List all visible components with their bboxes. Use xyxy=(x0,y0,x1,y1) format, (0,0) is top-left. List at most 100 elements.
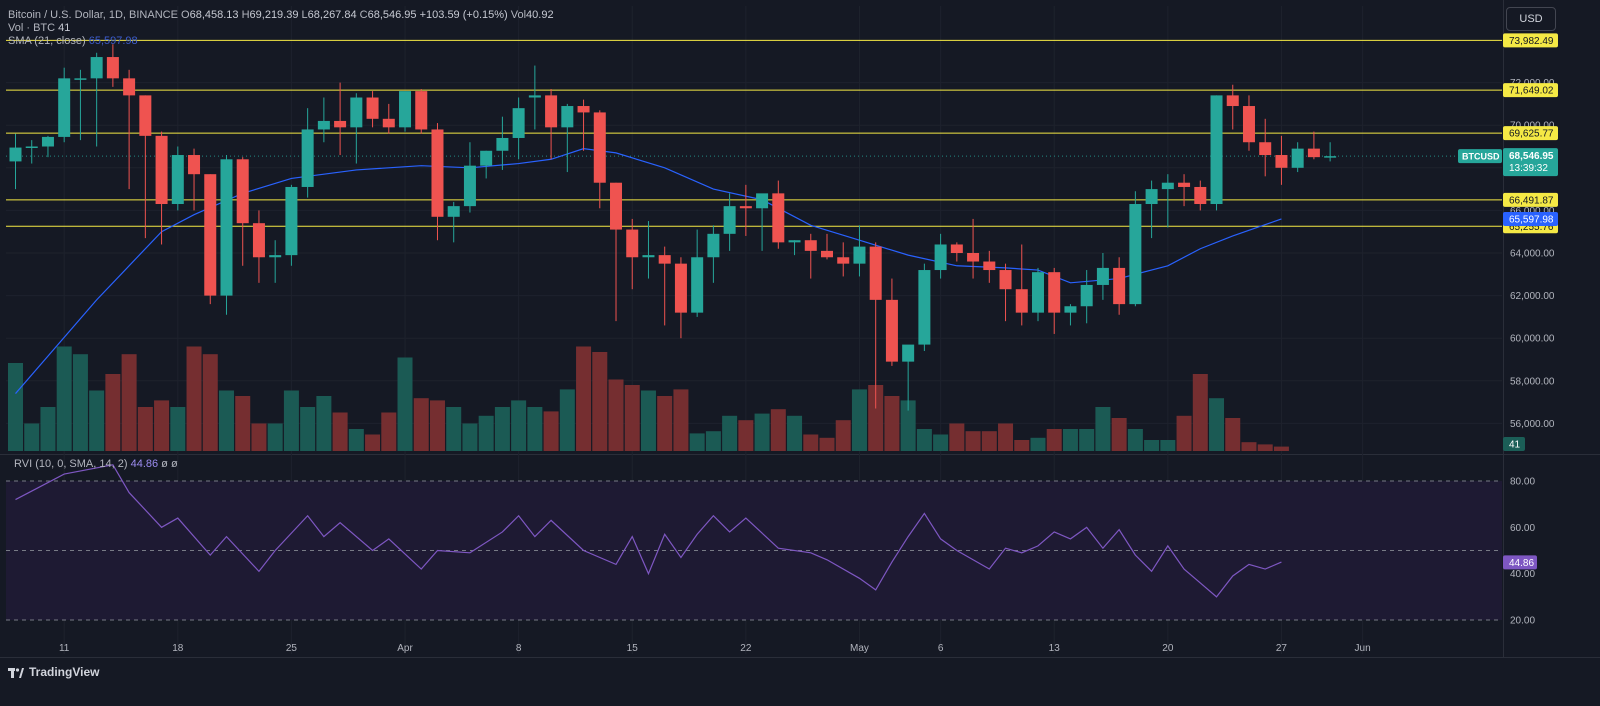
volume-bar xyxy=(1030,437,1046,451)
candle xyxy=(691,229,704,317)
candle-body xyxy=(301,129,314,187)
candle-body xyxy=(1324,156,1337,158)
volume-bar xyxy=(868,385,884,451)
candle-body xyxy=(1145,189,1158,205)
candle xyxy=(1129,191,1142,307)
volume-bar xyxy=(365,434,381,451)
open-label: O xyxy=(181,9,190,21)
legend-row-sma[interactable]: SMA (21, close) 65,597.98 xyxy=(8,34,554,47)
candle-body xyxy=(658,255,671,264)
candle-body xyxy=(139,95,152,136)
candle xyxy=(480,150,493,179)
rvi-value-tag xyxy=(1503,555,1537,570)
price-axis: 56,000.00 58,000.00 60,000.00 62,000.00 64,0… xyxy=(1458,33,1558,451)
volume-bar xyxy=(981,431,997,451)
candle xyxy=(9,133,22,190)
volume-bar xyxy=(1127,429,1143,451)
volume-bar xyxy=(787,415,803,451)
candle-body xyxy=(204,174,217,296)
volume-bar xyxy=(478,415,494,451)
volume-bar xyxy=(576,346,592,451)
candle xyxy=(204,174,217,305)
low-value: 68,267.84 xyxy=(307,9,357,21)
candle-body xyxy=(1048,272,1061,313)
candle xyxy=(902,344,915,411)
volume-bar xyxy=(592,352,608,451)
candle xyxy=(171,146,184,211)
volume-bar xyxy=(1225,418,1241,451)
candle-body xyxy=(1129,204,1142,305)
candle xyxy=(382,103,395,134)
volume-bar xyxy=(121,354,137,451)
rvi-legend[interactable]: RVI (10, 0, SMA, 14, 2) 44.86 ø ø xyxy=(14,458,178,470)
candle xyxy=(545,88,558,160)
candle xyxy=(1194,180,1207,211)
volume-bar xyxy=(1014,440,1030,451)
volume-tag-label: 41 xyxy=(1509,440,1521,451)
time-tick-label: Apr xyxy=(397,643,413,654)
volume-bar xyxy=(186,346,202,451)
rvi-tick-label: 60.00 xyxy=(1510,523,1535,534)
candle-body xyxy=(983,261,996,271)
volume-bar xyxy=(170,407,186,451)
legend-row-volume[interactable]: Vol · BTC 41 xyxy=(8,21,554,34)
currency-button[interactable]: USD xyxy=(1506,7,1556,31)
volume-bar xyxy=(1176,415,1192,451)
candle xyxy=(350,93,363,164)
candle xyxy=(269,240,282,283)
volume-bar xyxy=(705,431,721,451)
time-tick-label: May xyxy=(850,643,869,654)
volume-bar xyxy=(1257,444,1273,451)
candle xyxy=(220,155,233,315)
volume-tag xyxy=(1503,437,1525,451)
candle-body xyxy=(1226,95,1239,107)
candle xyxy=(512,97,525,160)
candle xyxy=(1113,257,1126,315)
candle xyxy=(1210,95,1223,211)
candle xyxy=(1096,253,1109,300)
candle xyxy=(999,263,1012,322)
volume-bar xyxy=(543,411,559,451)
candle-body xyxy=(934,244,947,271)
hline-price-tag xyxy=(1503,126,1558,141)
candle-body xyxy=(950,244,963,253)
volume-bar xyxy=(965,431,981,451)
volume-bar xyxy=(511,400,527,451)
volume-bar xyxy=(137,407,153,451)
volume-bar xyxy=(218,390,234,451)
tradingview-logo-icon xyxy=(8,667,24,678)
candle-body xyxy=(1178,182,1191,187)
sma-price-label: 65,597.98 xyxy=(1509,214,1554,225)
close-value: 68,546.95 xyxy=(367,9,417,21)
volume-bar xyxy=(397,357,413,451)
candle xyxy=(1324,142,1337,162)
price-tick-label: 62,000.00 xyxy=(1510,291,1555,302)
tradingview-logo[interactable]: TradingView xyxy=(8,665,99,679)
candle xyxy=(804,233,817,279)
candle-body xyxy=(1015,289,1028,313)
candle-body xyxy=(593,112,606,183)
rvi-tick-label: 80.00 xyxy=(1510,477,1535,488)
candle-body xyxy=(739,206,752,209)
candle-body xyxy=(58,78,71,137)
candle-body xyxy=(1064,306,1077,313)
candle-body xyxy=(366,97,379,119)
candle-body xyxy=(220,159,233,296)
candle xyxy=(317,97,330,143)
volume-bar xyxy=(381,412,397,451)
sma-line xyxy=(15,148,1282,394)
candle-body xyxy=(885,299,898,362)
volume-bar xyxy=(56,346,72,451)
legend-row-ohlc: Bitcoin / U.S. Dollar, 1D, BINANCE O68,4… xyxy=(8,8,554,21)
volume-bar xyxy=(267,423,283,451)
volume-bar xyxy=(559,389,575,451)
symbol-title[interactable]: Bitcoin / U.S. Dollar, 1D, BINANCE xyxy=(8,9,178,21)
time-tick-label: 13 xyxy=(1049,643,1061,654)
candle xyxy=(593,110,606,209)
volume-bar xyxy=(1062,429,1078,451)
candle-body xyxy=(236,159,249,224)
candle xyxy=(658,246,671,326)
volume-bar xyxy=(429,400,445,451)
